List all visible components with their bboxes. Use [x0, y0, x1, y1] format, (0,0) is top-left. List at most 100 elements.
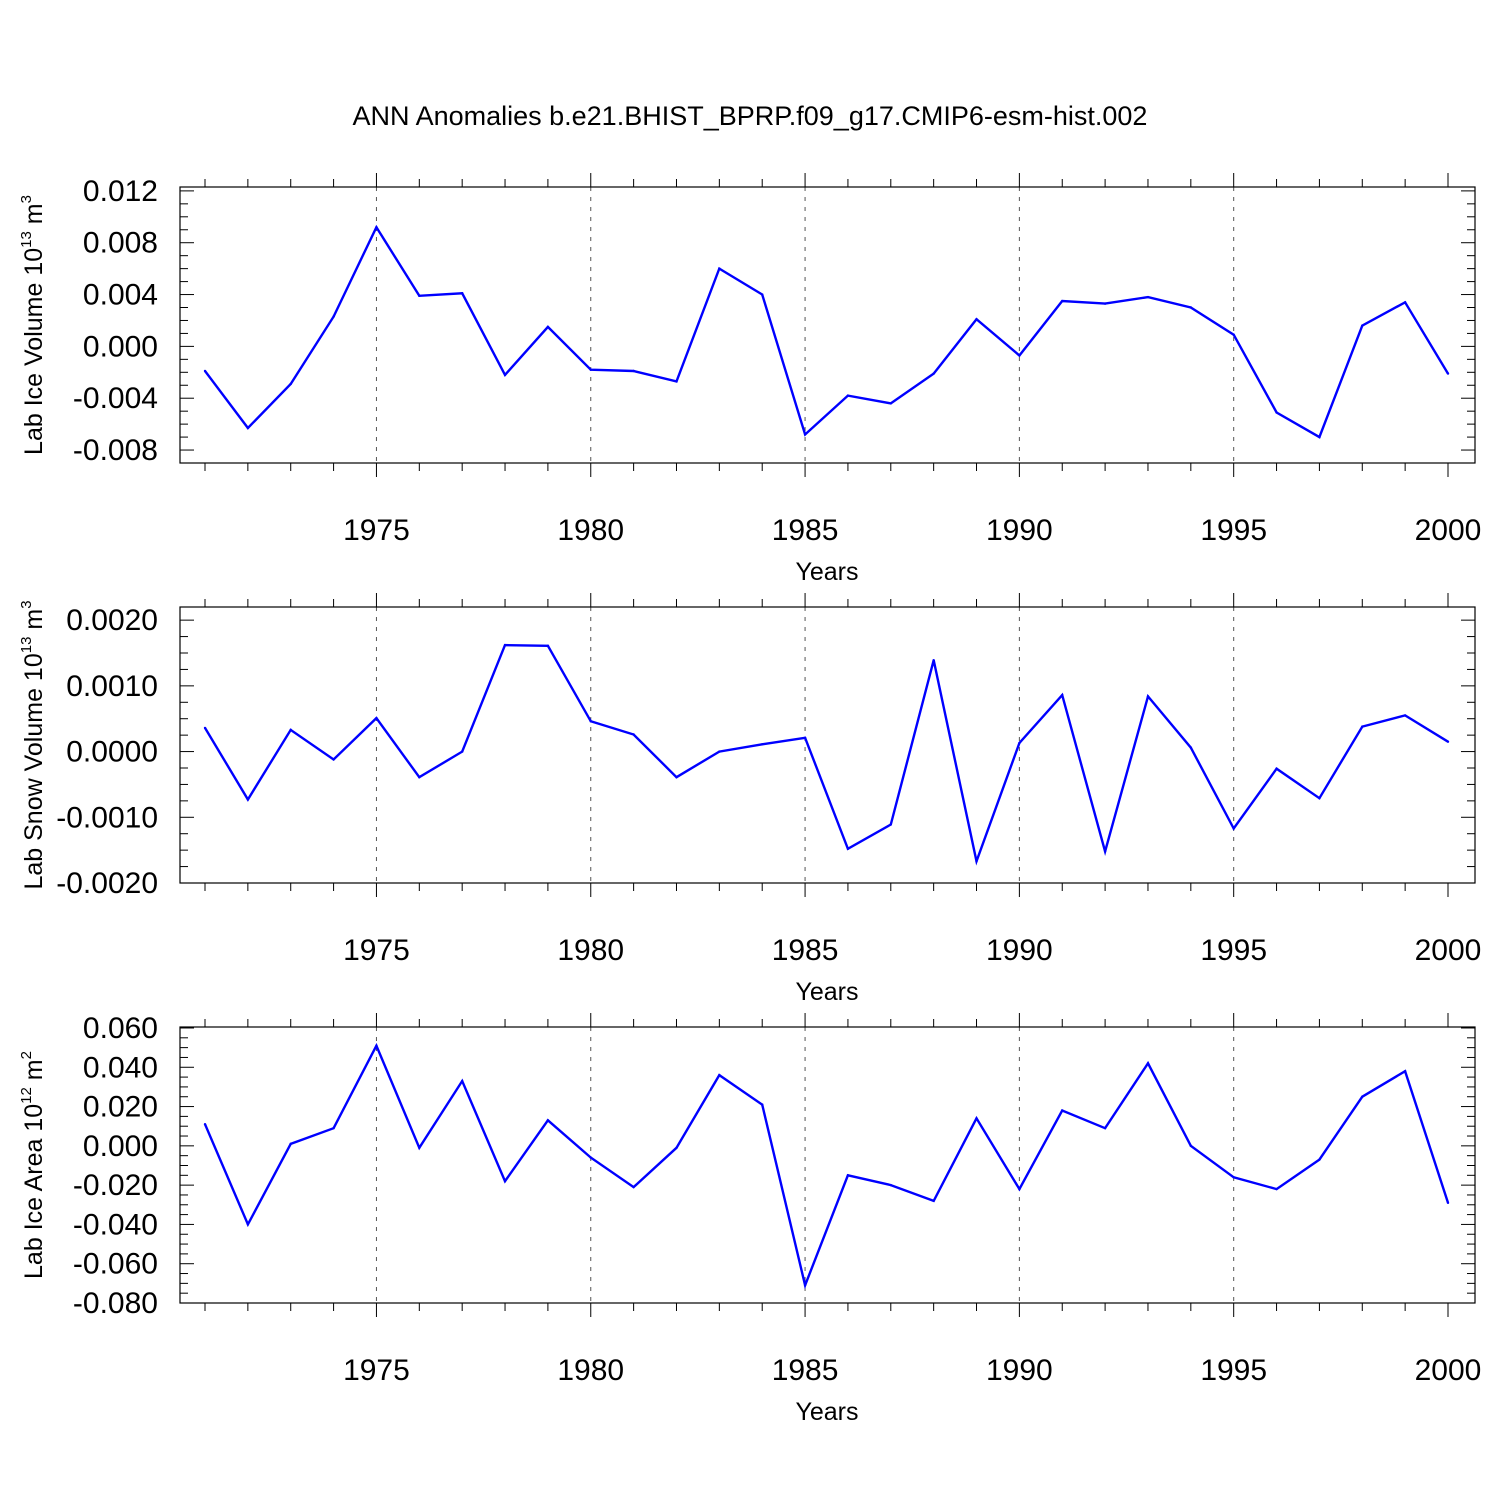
data-point	[418, 1146, 421, 1150]
data-point	[932, 659, 935, 662]
y-axis-title-text: m	[20, 609, 48, 637]
y-tick-label: 0.000	[83, 330, 158, 363]
data-point	[246, 1223, 250, 1226]
data-point	[460, 750, 464, 753]
data-point	[975, 1117, 978, 1120]
data-point	[546, 325, 550, 329]
data-point	[761, 1103, 764, 1106]
data-point	[1403, 714, 1407, 717]
y-tick-label: -0.060	[73, 1248, 158, 1281]
y-tick-label: -0.080	[73, 1287, 158, 1320]
data-point	[632, 733, 635, 736]
x-tick-label: 1985	[772, 1354, 839, 1387]
data-point	[675, 1146, 678, 1150]
y-axis-title-text: m	[20, 203, 48, 231]
y-tick-label: -0.0010	[56, 801, 158, 834]
x-tick-label: 1995	[1200, 934, 1267, 967]
data-point	[203, 369, 207, 373]
data-point	[846, 847, 850, 851]
y-tick-label: -0.020	[73, 1169, 158, 1202]
y-tick-label: 0.0000	[66, 736, 158, 769]
data-point	[375, 1044, 378, 1047]
data-point	[846, 1174, 850, 1177]
data-point	[246, 426, 250, 430]
data-point	[1361, 324, 1364, 327]
data-point	[460, 1079, 464, 1083]
data-point	[718, 267, 721, 270]
series-line	[203, 1042, 1450, 1290]
data-point	[1146, 1062, 1150, 1065]
panel-ice-volume: 0.012 0.008 0.004 0.000 -0.004 -0.008 1975 1980…	[18, 173, 1481, 586]
data-point	[932, 1199, 935, 1203]
data-point	[975, 317, 978, 321]
y-tick-label: 0.060	[83, 1012, 158, 1045]
x-tick-label: 2000	[1415, 1354, 1482, 1387]
y-axis-title-text: Lab Snow Volume 10	[20, 653, 48, 889]
data-point	[589, 720, 592, 723]
data-point	[1232, 827, 1235, 830]
series-line	[203, 643, 1449, 866]
x-tick-label: 1975	[343, 934, 410, 967]
data-point	[1446, 372, 1450, 375]
y-axis-title-text: Lab Ice Area 10	[20, 1104, 48, 1279]
x-tick-label: 1990	[986, 514, 1053, 547]
data-point	[761, 743, 764, 746]
x-axis-title: Years	[795, 1398, 858, 1426]
data-point	[1061, 1109, 1064, 1112]
data-point	[546, 644, 550, 647]
data-point	[546, 1119, 550, 1122]
data-point	[889, 402, 892, 405]
y-axis-title-superscript: 2	[18, 1051, 35, 1059]
data-point	[1018, 741, 1021, 745]
y-axis-title-superscript: 13	[18, 637, 35, 654]
data-point	[1061, 693, 1064, 697]
y-tick-label: 0.040	[83, 1051, 158, 1084]
x-tick-label: 2000	[1415, 934, 1482, 967]
data-point	[1103, 850, 1107, 853]
data-point	[632, 369, 635, 373]
y-axis-title-superscript: 13	[18, 231, 35, 248]
x-tick-label: 1995	[1200, 514, 1267, 547]
data-point	[803, 736, 807, 739]
y-axis-title-superscript: 12	[18, 1087, 35, 1104]
data-point	[589, 368, 592, 371]
data-point	[375, 716, 378, 720]
data-point	[1146, 695, 1150, 698]
x-axis-title: Years	[795, 558, 858, 586]
data-point	[503, 643, 507, 647]
panel-snow-volume: 0.0020 0.0010 0.0000 -0.0010 -0.0020 1975 1980…	[18, 593, 1481, 1006]
y-axis-title-superscript: 3	[18, 195, 35, 203]
y-axis-title: Lab Ice Volume 1013 m3	[18, 195, 48, 455]
plot-frame	[179, 1026, 1476, 1304]
data-point	[1275, 767, 1278, 770]
x-tick-label: 2000	[1415, 514, 1482, 547]
x-axis-title: Years	[795, 978, 858, 1006]
y-tick-label: 0.020	[83, 1091, 158, 1124]
data-point	[1275, 1187, 1278, 1191]
data-point	[1403, 1069, 1407, 1073]
x-tick-label: 1995	[1200, 1354, 1267, 1387]
x-tick-label: 1985	[772, 514, 839, 547]
x-tick-label: 1990	[986, 1354, 1053, 1387]
data-point	[1189, 1144, 1193, 1148]
x-tick-label: 1985	[772, 934, 839, 967]
data-point	[460, 292, 464, 295]
data-point	[1189, 306, 1193, 309]
data-point	[889, 1183, 892, 1187]
data-point	[503, 373, 507, 377]
data-point	[1361, 725, 1364, 728]
data-point	[332, 758, 335, 761]
y-tick-label: 0.000	[83, 1130, 158, 1163]
data-point	[203, 726, 207, 730]
data-point	[289, 382, 292, 386]
data-point	[289, 728, 292, 732]
data-point	[975, 860, 978, 863]
y-tick-label: 0.012	[83, 175, 158, 208]
data-point	[589, 1156, 592, 1159]
data-point	[1018, 1187, 1021, 1191]
y-tick-label: -0.008	[73, 434, 158, 467]
data-point	[1189, 746, 1193, 749]
y-tick-label: 0.0010	[66, 670, 158, 703]
data-point	[632, 1185, 635, 1189]
